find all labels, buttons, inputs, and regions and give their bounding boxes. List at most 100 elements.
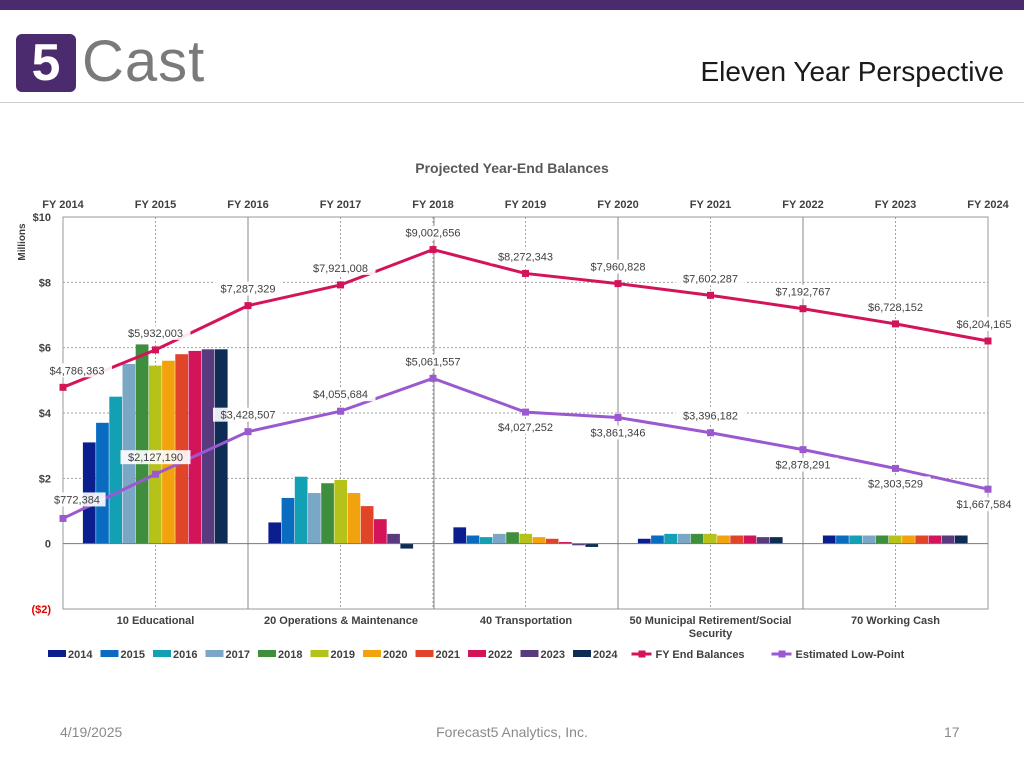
bar-2021: [730, 535, 743, 544]
y-tick-label: 0: [45, 539, 51, 551]
data-label: $3,861,346: [590, 428, 645, 440]
footer-company: Forecast5 Analytics, Inc.: [436, 724, 588, 740]
footer-date: 4/19/2025: [60, 724, 123, 740]
line-point: [799, 446, 807, 454]
y-tick-label: $10: [33, 212, 51, 224]
top-axis-label: FY 2017: [320, 199, 361, 211]
slide-title: Eleven Year Perspective: [700, 56, 1004, 87]
data-label: $4,786,363: [49, 365, 104, 377]
bar-2018: [506, 532, 519, 544]
data-label: $8,272,343: [498, 251, 553, 263]
bar-2017: [677, 533, 691, 544]
data-label-bg: [120, 325, 191, 340]
y-tick-label: $6: [39, 343, 51, 355]
y-tick-label: ($2): [31, 604, 51, 616]
legend-swatch-2021: [415, 650, 434, 657]
y-axis-title: Millions: [17, 223, 28, 261]
legend-label: 2019: [331, 649, 355, 661]
category-label: 20 Operations & Maintenance: [264, 615, 418, 627]
bar-2017: [493, 533, 506, 544]
line-point: [59, 383, 67, 391]
line-point: [244, 428, 252, 436]
logo-mark: 5: [16, 34, 76, 92]
top-axis-label: FY 2022: [782, 199, 823, 211]
bar-2024: [585, 543, 599, 547]
bar-2021: [175, 354, 188, 544]
bar-2018: [690, 533, 704, 544]
bar-2014: [453, 527, 467, 544]
bar-2018: [875, 535, 889, 544]
top-axis-label: FY 2015: [135, 199, 176, 211]
data-label: $5,932,003: [128, 328, 183, 340]
bar-2016: [479, 537, 493, 544]
data-label-bg: [42, 363, 112, 378]
data-label-bg: [490, 249, 561, 264]
data-label-bg: [213, 407, 283, 422]
bar-2023: [201, 349, 215, 544]
bar-2023: [387, 533, 400, 544]
line-point: [152, 346, 159, 354]
bar-2015: [281, 497, 295, 544]
y-tick-label: $2: [39, 473, 51, 485]
bar-2014: [637, 538, 651, 544]
line-point: [59, 514, 67, 522]
bar-2018: [321, 483, 334, 544]
bar-2022: [928, 535, 942, 544]
line-point: [522, 408, 529, 416]
bar-2024: [954, 535, 968, 544]
data-label-bg: [768, 284, 838, 299]
bar-2019: [703, 533, 717, 544]
top-axis-label: FY 2019: [505, 199, 546, 211]
data-label-bg: [48, 492, 106, 507]
category-label: 10 Educational: [117, 615, 195, 627]
legend-swatch-2015: [100, 650, 119, 657]
y-tick-label: $8: [39, 277, 51, 289]
logo-wordmark: Cast: [82, 29, 206, 94]
top-axis-label: FY 2024: [967, 199, 1009, 211]
data-label-bg: [213, 281, 283, 296]
slide-header: 5 Cast Eleven Year Perspective: [0, 10, 1024, 103]
data-label-bg: [583, 425, 653, 440]
legend-label: 2014: [68, 649, 93, 661]
line-point: [707, 291, 714, 299]
legend-swatch-2024: [573, 650, 591, 657]
bar-2022: [374, 519, 387, 544]
line-point: [429, 374, 437, 382]
data-label: $7,287,329: [220, 284, 275, 296]
legend-label: 2016: [173, 649, 197, 661]
y-tick-label: $4: [39, 408, 52, 420]
legend-label: 2022: [488, 649, 512, 661]
bar-2018: [135, 344, 149, 544]
legend-swatch-2016: [153, 650, 171, 657]
legend-line-marker: [638, 650, 646, 658]
legend-label: 2021: [436, 649, 460, 661]
data-label-bg: [949, 316, 1019, 331]
top-axis-label: FY 2021: [690, 199, 731, 211]
bar-2015: [836, 535, 849, 544]
bar-2014: [268, 522, 282, 544]
data-label: $772,384: [54, 494, 100, 506]
data-label: $7,602,287: [683, 273, 738, 285]
data-label: $5,061,557: [405, 356, 460, 368]
chart-title: Projected Year-End Balances: [415, 160, 609, 176]
bar-2014: [822, 535, 836, 544]
data-label-bg: [398, 225, 468, 240]
data-label-bg: [583, 259, 653, 274]
bar-2024: [769, 537, 783, 544]
legend-swatch-2022: [468, 650, 486, 657]
line-point: [707, 429, 714, 437]
forecast5-logo: 5 Cast: [14, 26, 254, 100]
legend-label: 2015: [121, 649, 145, 661]
legend-line-marker: [778, 650, 786, 658]
bar-2023: [941, 535, 955, 544]
data-label-bg: [675, 408, 746, 423]
data-label-bg: [305, 387, 376, 402]
bar-2022: [559, 542, 572, 544]
legend-swatch-2023: [520, 650, 539, 657]
legend-swatch-2017: [205, 650, 224, 657]
top-axis-label: FY 2014: [42, 199, 84, 211]
data-label: $9,002,656: [405, 228, 460, 240]
data-label: $4,055,684: [313, 389, 368, 401]
line-point: [892, 464, 899, 472]
